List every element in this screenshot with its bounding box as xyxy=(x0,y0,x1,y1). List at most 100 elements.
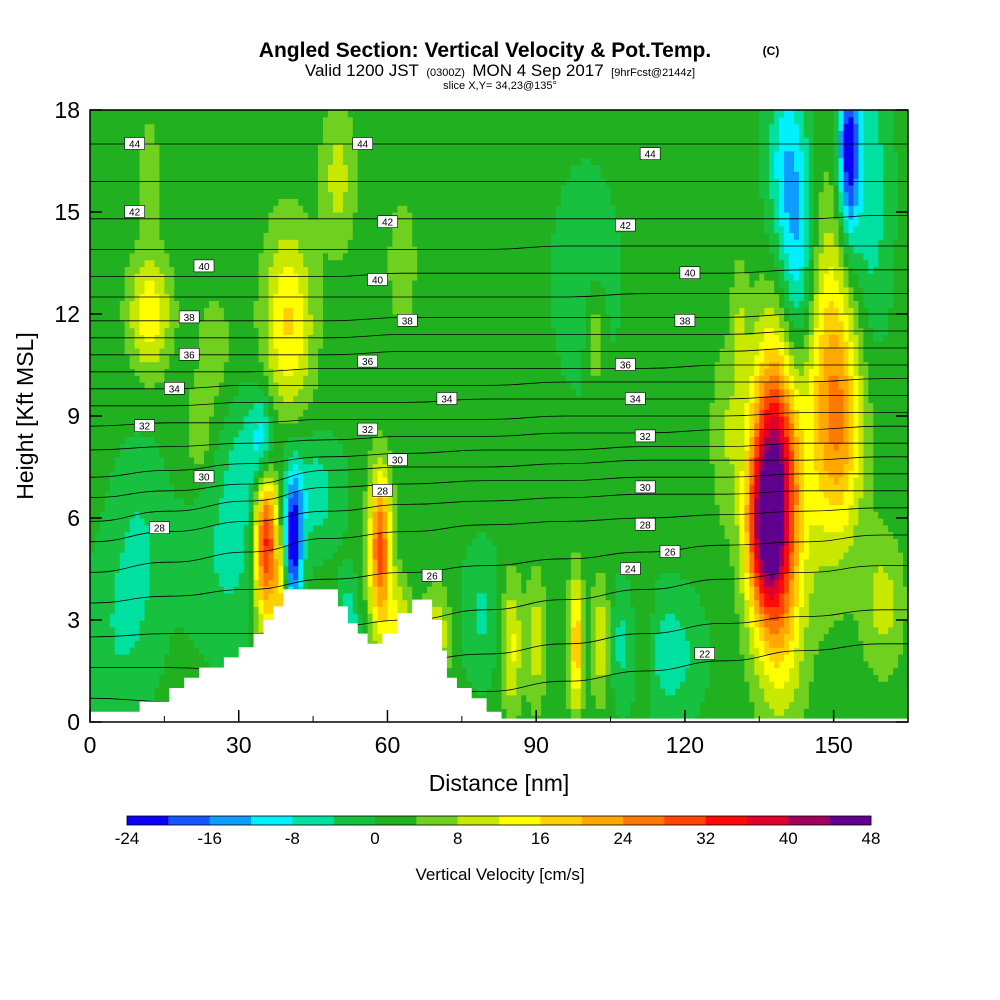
velocity-cell xyxy=(511,654,517,662)
velocity-cell xyxy=(441,613,453,621)
velocity-cell xyxy=(709,422,726,431)
velocity-cell xyxy=(556,218,617,227)
velocity-cell xyxy=(828,388,845,397)
svg-text:32: 32 xyxy=(362,425,374,436)
velocity-cell xyxy=(828,341,840,349)
velocity-cell xyxy=(769,123,780,131)
velocity-cell xyxy=(793,477,800,485)
velocity-cell xyxy=(798,511,805,519)
velocity-cell xyxy=(570,613,582,621)
velocity-cell xyxy=(496,626,503,635)
velocity-cell xyxy=(233,395,270,403)
velocity-cell xyxy=(858,273,894,281)
velocity-cell xyxy=(580,565,622,573)
velocity-cell xyxy=(823,456,850,465)
velocity-cell xyxy=(774,307,785,315)
velocity-cell xyxy=(377,497,384,505)
velocity-cell xyxy=(833,620,860,628)
velocity-cell xyxy=(90,232,141,240)
velocity-cell xyxy=(774,259,785,267)
contour-label: 26 xyxy=(659,545,681,559)
velocity-cell xyxy=(253,579,260,587)
velocity-cell xyxy=(90,613,111,621)
velocity-cell xyxy=(541,626,547,635)
velocity-cell xyxy=(248,545,255,553)
velocity-cell xyxy=(873,429,908,437)
velocity-cell xyxy=(744,586,750,594)
velocity-cell xyxy=(387,266,418,274)
velocity-cell xyxy=(798,620,810,628)
velocity-cell xyxy=(803,599,810,607)
velocity-cell xyxy=(476,626,488,635)
velocity-cell xyxy=(283,538,289,546)
velocity-cell xyxy=(446,633,453,641)
velocity-cell xyxy=(789,592,795,601)
velocity-cell xyxy=(635,688,651,696)
velocity-cell xyxy=(808,286,815,295)
velocity-cell xyxy=(248,579,255,587)
velocity-cell xyxy=(248,504,255,512)
velocity-cell xyxy=(749,552,755,560)
velocity-cell xyxy=(417,266,552,274)
velocity-cell xyxy=(615,701,631,709)
velocity-cell xyxy=(362,497,369,505)
velocity-cell xyxy=(808,307,815,315)
velocity-cell xyxy=(779,252,790,261)
velocity-cell xyxy=(278,545,284,553)
velocity-cell xyxy=(119,443,161,451)
velocity-cell xyxy=(580,647,587,655)
velocity-cell xyxy=(789,375,795,383)
velocity-cell xyxy=(818,239,825,247)
velocity-cell xyxy=(585,620,592,628)
velocity-cell xyxy=(714,368,736,376)
velocity-cell xyxy=(159,164,319,172)
velocity-cell xyxy=(327,511,349,519)
velocity-cell xyxy=(843,320,850,329)
velocity-cell xyxy=(278,198,299,206)
velocity-cell xyxy=(878,252,894,261)
contour-label: 28 xyxy=(372,483,393,497)
velocity-cell xyxy=(793,395,815,403)
velocity-cell xyxy=(863,647,904,655)
velocity-cell xyxy=(362,538,369,546)
velocity-cell xyxy=(754,368,760,376)
velocity-cell xyxy=(90,314,121,322)
velocity-cell xyxy=(342,592,354,601)
velocity-cell xyxy=(585,688,592,696)
velocity-cell xyxy=(501,592,547,601)
velocity-cell xyxy=(893,613,908,621)
potential-temperature-contours xyxy=(90,143,908,703)
velocity-cell xyxy=(441,647,453,655)
velocity-cell xyxy=(793,579,800,587)
velocity-cell xyxy=(744,667,755,675)
velocity-cell xyxy=(903,620,908,628)
velocity-cell xyxy=(610,198,765,206)
velocity-cell xyxy=(898,150,908,159)
velocity-cell xyxy=(709,647,741,655)
velocity-cell xyxy=(749,463,755,471)
velocity-cell xyxy=(139,150,161,159)
velocity-cell xyxy=(798,123,805,131)
velocity-cell xyxy=(699,701,755,709)
velocity-cell xyxy=(357,606,369,614)
velocity-cell xyxy=(273,586,279,594)
velocity-cell xyxy=(759,504,785,512)
velocity-cell xyxy=(759,558,765,567)
velocity-cell xyxy=(268,395,275,403)
velocity-cell xyxy=(124,538,151,546)
velocity-cell xyxy=(764,348,780,356)
velocity-cell xyxy=(798,137,810,145)
velocity-cell xyxy=(813,198,820,206)
velocity-cell xyxy=(774,171,785,179)
velocity-cell xyxy=(744,259,775,267)
velocity-cell xyxy=(823,354,845,363)
velocity-cell xyxy=(818,293,845,301)
velocity-cell xyxy=(585,660,592,669)
velocity-cell xyxy=(347,477,369,485)
velocity-cell xyxy=(332,205,344,213)
contour-label: 22 xyxy=(694,647,716,661)
velocity-cell xyxy=(580,694,587,703)
velocity-cell xyxy=(511,633,517,641)
velocity-cell xyxy=(848,280,860,288)
velocity-cell xyxy=(531,633,542,641)
